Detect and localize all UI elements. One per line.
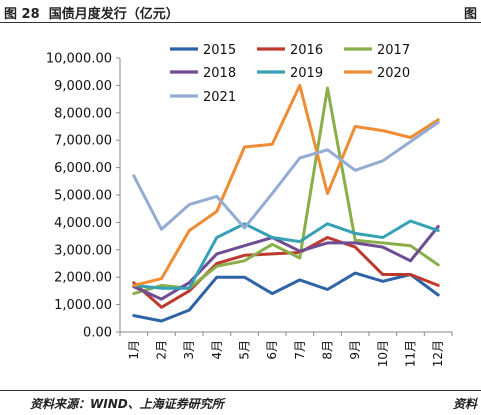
- series-line-2021: [132, 120, 440, 231]
- y-tick-label: 6,000.00: [54, 161, 112, 176]
- y-tick-label: 4,000.00: [54, 216, 112, 231]
- figure-header: 图 28 国债月度发行（亿元） 图: [0, 0, 481, 22]
- series-line-2018: [132, 225, 440, 301]
- y-tick-label: 7,000.00: [54, 134, 112, 149]
- y-tick-label: 10,000.00: [46, 52, 112, 67]
- x-tick-label: 10月: [376, 340, 390, 367]
- figure-title: 图 28 国债月度发行（亿元）: [4, 3, 179, 22]
- series-line-2020: [132, 83, 440, 287]
- line-chart: 0.00 1,000.00 2,000.00 3,000.00 4,000.00 5,00…: [46, 43, 453, 367]
- source-note: 资料来源：WIND、上海证券研究所: [30, 397, 224, 411]
- x-tick-label: 2月: [155, 340, 169, 360]
- x-tick-label: 6月: [265, 340, 279, 360]
- y-tick-label: 5,000.00: [54, 189, 112, 204]
- legend-label-2018: 2018: [203, 66, 236, 81]
- axes: 0.00 1,000.00 2,000.00 3,000.00 4,000.00 5,00…: [46, 52, 453, 367]
- y-tick-label: 9,000.00: [54, 79, 112, 94]
- series-line-2016: [132, 236, 440, 309]
- y-tick-label: 3,000.00: [54, 243, 112, 258]
- figure-right-label: 图: [463, 7, 477, 22]
- x-tick-label: 9月: [348, 340, 362, 360]
- x-tick-label: 7月: [293, 340, 307, 360]
- legend-label-2015: 2015: [203, 43, 236, 58]
- figure-title-text: 国债月度发行（亿元）: [48, 7, 179, 22]
- x-tick-label: 8月: [321, 340, 335, 360]
- series-line-2019: [132, 219, 440, 290]
- header-rule: [0, 22, 481, 23]
- legend-label-2021: 2021: [203, 90, 236, 105]
- y-tick-label: 8,000.00: [54, 106, 112, 121]
- x-tick-label: 12月: [431, 340, 445, 367]
- x-tick-label: 5月: [238, 340, 252, 360]
- y-tick-label: 1,000.00: [54, 298, 112, 313]
- source-note-right: 资料: [452, 397, 477, 411]
- legend-label-2016: 2016: [290, 43, 323, 58]
- legend-label-2020: 2020: [377, 66, 410, 81]
- x-tick-label: 4月: [210, 340, 224, 360]
- figure-label: 图 28: [4, 7, 40, 22]
- footer-rule: [0, 390, 481, 391]
- series-line-2017: [132, 86, 440, 296]
- series-layer: [132, 83, 440, 323]
- series-line-2015: [132, 271, 440, 323]
- legend-label-2017: 2017: [377, 43, 410, 58]
- y-tick-label: 0.00: [83, 326, 112, 341]
- x-tick-label: 1月: [127, 340, 141, 360]
- legend-label-2019: 2019: [290, 66, 323, 81]
- x-tick-label: 11月: [404, 340, 418, 367]
- legend: 2015 2016 2017 2018 2019 2020 2021: [170, 43, 410, 105]
- x-tick-label: 3月: [182, 340, 196, 360]
- y-tick-label: 2,000.00: [54, 271, 112, 286]
